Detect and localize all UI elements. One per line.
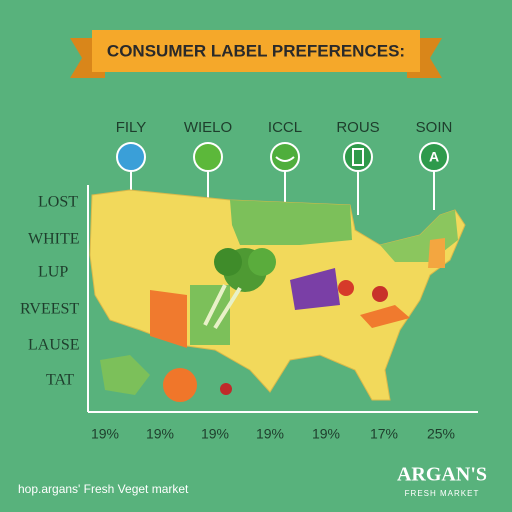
- column-value: 19%: [91, 426, 119, 442]
- column-value: 19%: [201, 426, 229, 442]
- row-label: LUP: [38, 264, 68, 281]
- row-label: LOST: [38, 194, 78, 211]
- row-label: RVEEST: [20, 301, 79, 318]
- column-value: 17%: [370, 426, 398, 442]
- icon-label: SOIN: [416, 119, 453, 136]
- footer-url: hop.argans' Fresh Veget market: [18, 482, 189, 496]
- row-label: WHITE: [28, 231, 80, 248]
- column-value: 19%: [312, 426, 340, 442]
- icon-label: ICCL: [268, 119, 302, 136]
- tagline: FRESH MARKET: [405, 489, 480, 498]
- brand: ARGAN'S: [397, 464, 487, 486]
- banner: [92, 30, 420, 72]
- icon-label: FILY: [116, 119, 147, 136]
- icon-label: WIELO: [184, 119, 232, 136]
- column-value: 19%: [256, 426, 284, 442]
- icon-symbol: A: [429, 149, 439, 165]
- column-value: 19%: [146, 426, 174, 442]
- us-map: [89, 189, 466, 402]
- title: CONSUMER LABEL PREFERENCES:: [107, 41, 405, 60]
- row-label: LAUSE: [28, 337, 80, 354]
- icon-label: ROUS: [336, 119, 379, 136]
- column-value: 25%: [427, 426, 455, 442]
- row-label: TAT: [46, 372, 74, 389]
